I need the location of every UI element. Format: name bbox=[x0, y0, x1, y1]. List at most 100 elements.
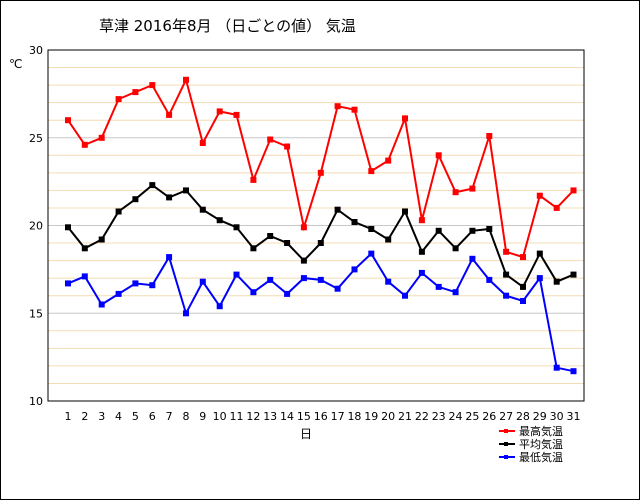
legend-label: 最高気温 bbox=[519, 424, 563, 438]
data-point bbox=[284, 143, 291, 150]
x-tick-label: 16 bbox=[314, 410, 328, 423]
data-point bbox=[65, 117, 71, 124]
x-tick-label: 5 bbox=[132, 410, 139, 423]
data-point bbox=[216, 303, 223, 310]
data-point bbox=[267, 136, 274, 143]
data-point bbox=[115, 208, 122, 215]
x-tick-label: 29 bbox=[533, 410, 547, 423]
y-tick-label: 15 bbox=[29, 307, 43, 320]
x-tick-label: 17 bbox=[331, 410, 345, 423]
data-point bbox=[402, 208, 408, 215]
x-tick-label: 21 bbox=[398, 410, 412, 423]
x-tick-label: 25 bbox=[465, 410, 479, 423]
y-tick-label: 30 bbox=[29, 44, 43, 57]
data-point bbox=[368, 168, 375, 175]
x-tick-label: 1 bbox=[65, 410, 72, 423]
x-tick-label: 31 bbox=[567, 410, 581, 423]
data-point bbox=[81, 141, 88, 148]
legend-marker bbox=[504, 455, 508, 459]
data-point bbox=[149, 282, 156, 289]
series-line bbox=[67, 252, 574, 373]
data-point bbox=[520, 283, 526, 290]
data-point bbox=[536, 250, 543, 257]
data-point bbox=[452, 289, 459, 296]
x-tick-label: 18 bbox=[347, 410, 361, 423]
data-point bbox=[250, 176, 257, 183]
data-point bbox=[132, 196, 139, 203]
x-tick-label: 4 bbox=[115, 410, 122, 423]
x-tick-label: 22 bbox=[415, 410, 429, 423]
data-point bbox=[452, 189, 459, 196]
data-point bbox=[149, 182, 156, 189]
x-tick-label: 15 bbox=[297, 410, 311, 423]
data-point bbox=[402, 292, 408, 299]
data-point bbox=[570, 271, 577, 278]
x-tick-label: 13 bbox=[263, 410, 277, 423]
data-point bbox=[216, 108, 223, 115]
y-axis-ticks: 10 15 20 25 30 bbox=[29, 44, 43, 408]
x-tick-label: 24 bbox=[449, 410, 463, 423]
x-tick-label: 2 bbox=[81, 410, 88, 423]
data-point bbox=[418, 269, 425, 276]
series-2 bbox=[65, 182, 577, 290]
data-point bbox=[368, 250, 375, 257]
data-point bbox=[435, 227, 442, 234]
data-point bbox=[300, 224, 307, 231]
y-tick-label: 20 bbox=[29, 220, 43, 233]
data-point bbox=[570, 368, 577, 375]
data-point bbox=[132, 280, 139, 287]
data-point bbox=[469, 185, 476, 192]
data-point bbox=[418, 217, 425, 224]
data-point bbox=[469, 255, 476, 262]
data-point bbox=[351, 219, 358, 225]
x-tick-label: 10 bbox=[213, 410, 227, 423]
data-point bbox=[536, 275, 543, 282]
data-point bbox=[435, 152, 442, 159]
data-point bbox=[183, 310, 189, 317]
data-point bbox=[98, 301, 105, 308]
series-1 bbox=[65, 76, 577, 261]
data-point bbox=[98, 134, 105, 141]
data-point bbox=[233, 111, 240, 118]
data-point bbox=[486, 276, 493, 283]
data-point bbox=[486, 133, 493, 139]
data-point bbox=[402, 115, 408, 122]
data-point bbox=[351, 106, 358, 113]
data-point bbox=[81, 273, 88, 280]
data-point bbox=[199, 140, 206, 146]
legend-label: 平均気温 bbox=[519, 437, 563, 451]
x-tick-label: 8 bbox=[182, 410, 189, 423]
x-tick-label: 3 bbox=[98, 410, 105, 423]
data-point bbox=[435, 283, 442, 290]
data-point bbox=[452, 245, 459, 252]
data-point bbox=[317, 276, 324, 283]
data-point bbox=[250, 289, 257, 296]
x-tick-label: 19 bbox=[364, 410, 378, 423]
data-point bbox=[267, 276, 274, 283]
data-point bbox=[553, 204, 560, 211]
data-point bbox=[317, 169, 324, 176]
legend-label: 最低気温 bbox=[519, 450, 563, 464]
data-point bbox=[166, 111, 173, 118]
x-tick-label: 26 bbox=[482, 410, 496, 423]
series-group bbox=[65, 76, 577, 375]
data-point bbox=[149, 82, 156, 89]
data-point bbox=[469, 227, 476, 234]
data-point bbox=[199, 278, 206, 285]
x-axis-label: 日 bbox=[300, 427, 312, 441]
data-point bbox=[284, 240, 291, 246]
data-point bbox=[199, 206, 206, 213]
data-point bbox=[98, 236, 105, 243]
data-point bbox=[81, 245, 88, 252]
data-point bbox=[317, 240, 324, 246]
x-tick-label: 28 bbox=[516, 410, 530, 423]
x-tick-label: 9 bbox=[199, 410, 206, 423]
data-point bbox=[334, 103, 341, 110]
data-point bbox=[351, 266, 358, 273]
legend-marker bbox=[504, 429, 508, 433]
data-point bbox=[520, 298, 526, 304]
data-point bbox=[166, 194, 173, 201]
